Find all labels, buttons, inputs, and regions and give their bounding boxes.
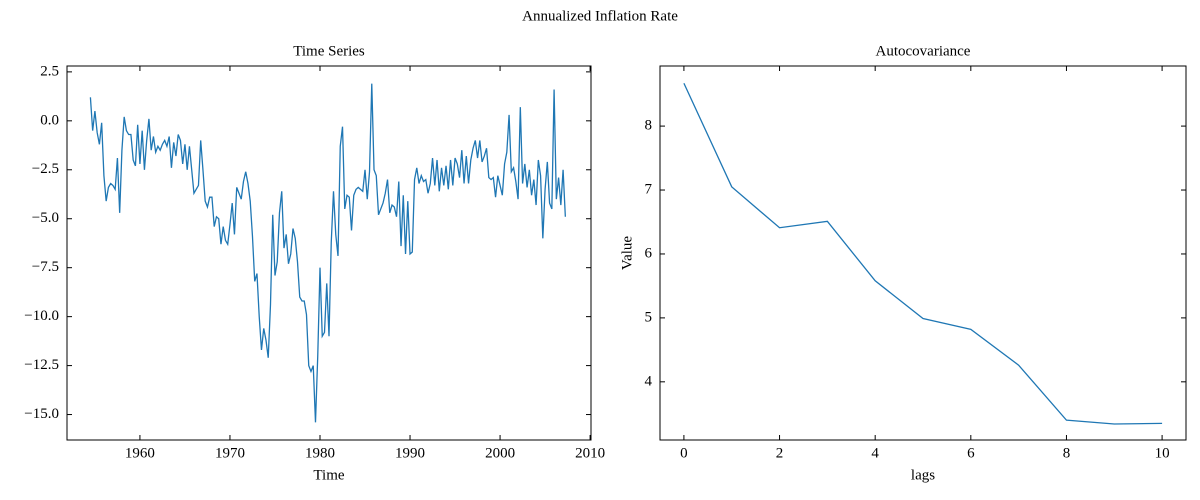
y-tick-label: −5.0: [32, 210, 59, 226]
axes-frame: [659, 65, 1187, 441]
x-tick-label: 0: [680, 445, 688, 461]
x-tick-label: 1990: [395, 445, 425, 461]
y-tick-label: 2.5: [40, 63, 59, 79]
axes-title: Time Series: [293, 43, 365, 59]
x-tick-label: 4: [871, 445, 879, 461]
x-tick-label: 2010: [575, 445, 605, 461]
y-tick-label: 4: [645, 373, 653, 389]
data-line: [683, 82, 1163, 425]
x-tick-label: 1980: [305, 445, 335, 461]
x-tick-label: 10: [1155, 445, 1170, 461]
axes-frame: [66, 65, 592, 441]
y-tick-label: −10.0: [24, 308, 59, 324]
x-tick-label: 6: [967, 445, 975, 461]
x-tick-label: 2: [776, 445, 784, 461]
y-tick-label: 6: [645, 245, 653, 261]
y-tick-label: −2.5: [32, 161, 59, 177]
y-tick-label: −15.0: [24, 406, 59, 422]
x-tick-label: 1960: [125, 445, 155, 461]
x-tick-label: 8: [1063, 445, 1071, 461]
axes-title: Autocovariance: [876, 43, 971, 59]
y-tick-label: 0.0: [40, 112, 59, 128]
data-line: [89, 83, 566, 423]
x-axis-label: lags: [911, 467, 935, 483]
y-tick-label: −12.5: [24, 357, 59, 373]
y-axis-label: Value: [619, 236, 635, 270]
y-tick-label: 8: [645, 118, 653, 134]
y-tick-label: 5: [645, 309, 653, 325]
x-tick-label: 1970: [215, 445, 245, 461]
y-tick-label: −7.5: [32, 259, 59, 275]
y-tick-label: 7: [645, 181, 653, 197]
figure-title: Annualized Inflation Rate: [522, 8, 678, 24]
x-axis-label: Time: [313, 467, 344, 483]
x-tick-label: 2000: [485, 445, 515, 461]
